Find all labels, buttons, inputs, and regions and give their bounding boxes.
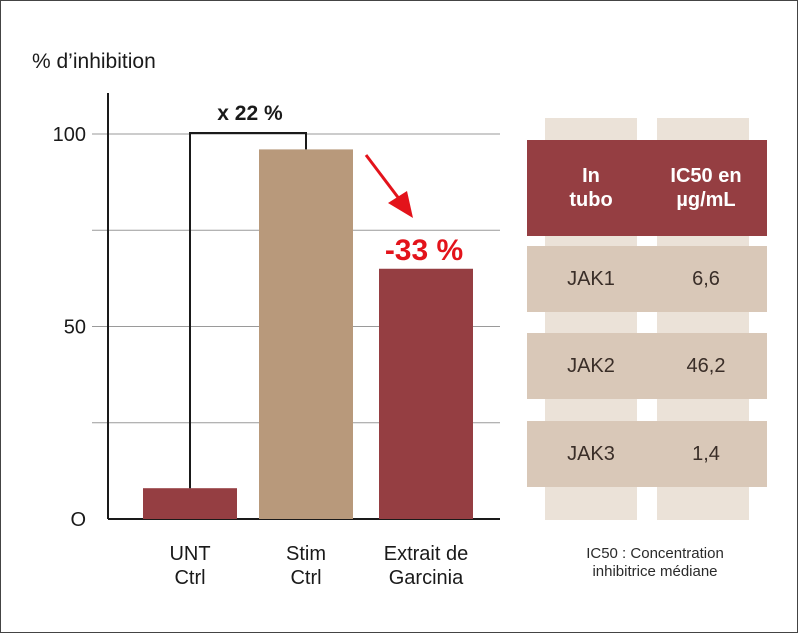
annotations: x 22 % -33 % <box>189 102 463 489</box>
footnote: IC50 : Concentration inhibitrice médiane <box>586 545 724 580</box>
x-tick-label: Stim Ctrl <box>286 543 326 589</box>
decrease-label: -33 % <box>385 234 463 267</box>
table-header-cell: IC50 en µg/mL <box>645 140 767 236</box>
y-tick-label: 50 <box>64 317 86 339</box>
table-cell: 6,6 <box>692 267 720 290</box>
bar <box>379 268 473 519</box>
table-cell: JAK1 <box>567 267 615 290</box>
table-header-cell: In tubo <box>527 140 655 236</box>
table-cell: JAK2 <box>567 354 615 377</box>
y-tick-label: 100 <box>53 124 86 146</box>
bar-chart: % d’inhibition 100 50 O UNT Ctrl Stim Ctrl Ext… <box>32 50 500 589</box>
bar <box>143 488 237 519</box>
decrease-arrow-head <box>388 191 413 218</box>
decrease-arrow-shaft <box>364 154 402 201</box>
table-header-label: In tubo <box>569 165 613 211</box>
table-cell: 46,2 <box>686 354 726 377</box>
x-tick-label: UNT Ctrl <box>169 543 210 589</box>
y-tick-labels: 100 50 O <box>53 124 86 531</box>
ic50-table: In tubo IC50 en µg/mL JAK1 6,6 JAK2 46,2… <box>527 118 767 520</box>
table-row <box>527 246 767 312</box>
table-cell: 1,4 <box>692 442 720 465</box>
bar <box>259 149 353 519</box>
bars <box>143 149 473 519</box>
y-tick-label: O <box>70 509 86 531</box>
table-cell: JAK3 <box>567 442 615 465</box>
bracket-connector <box>189 132 307 489</box>
y-axis-label: % d’inhibition <box>32 50 156 73</box>
table-header-label: IC50 en µg/mL <box>670 165 742 211</box>
x-tick-labels: UNT Ctrl Stim Ctrl Extrait de Garcinia <box>169 543 468 589</box>
x-tick-label: Extrait de Garcinia <box>384 543 468 589</box>
table-row <box>527 421 767 487</box>
increase-label: x 22 % <box>217 102 283 125</box>
table-row <box>527 333 767 399</box>
table-header <box>527 140 767 236</box>
